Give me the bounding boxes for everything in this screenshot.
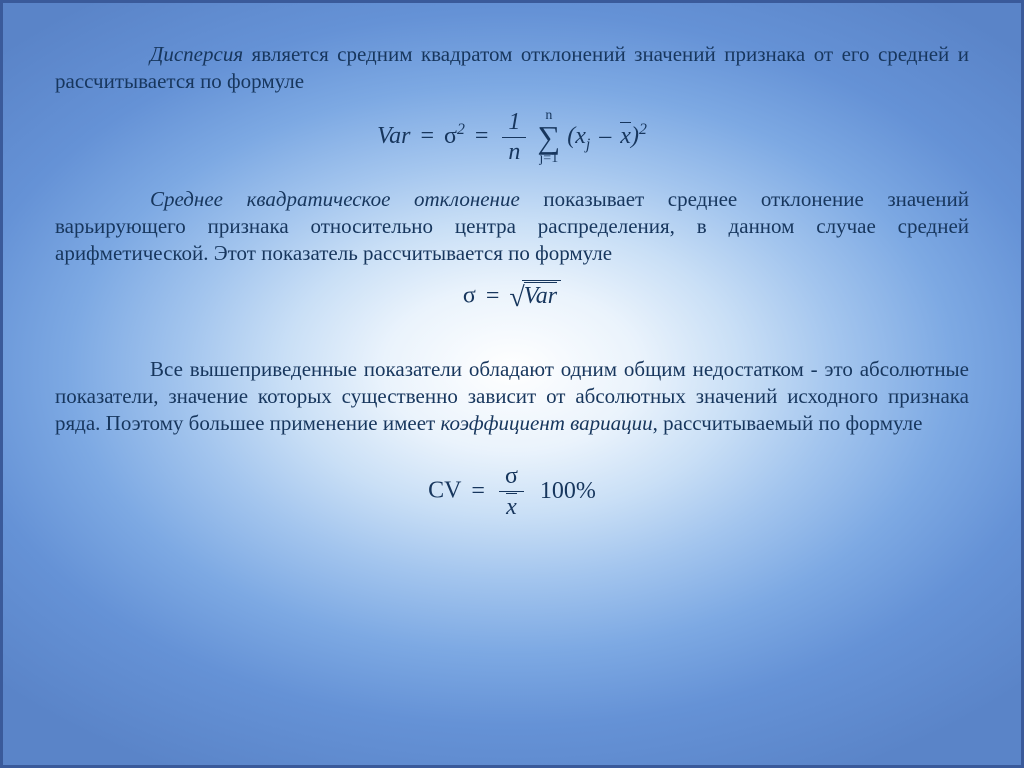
cv-num: σ (499, 463, 524, 491)
var-lhs: Var (377, 123, 410, 149)
paragraph-stddev: Среднее квадратическое отклонение показы… (55, 186, 969, 267)
formula-cv: CV = σ x 100% (55, 463, 969, 521)
sum-bottom: j=1 (537, 152, 560, 166)
sigma-lhs: σ (463, 283, 476, 309)
sigma-power: 2 (457, 121, 465, 138)
sigma: σ (444, 123, 457, 149)
sigma-over-xbar: σ x (499, 463, 524, 521)
text-cv-rest: , рассчитываемый по формуле (653, 411, 923, 435)
sqrt: √Var (509, 280, 561, 314)
paragraph-cv: Все вышеприведенные показатели обладают … (55, 356, 969, 437)
term-cv: коэффициент вариации (440, 411, 652, 435)
sqrt-arg: Var (522, 280, 561, 310)
paragraph-dispersion: Дисперсия является средним квадратом отк… (55, 41, 969, 95)
frac-num: 1 (502, 109, 526, 137)
var-overline: Var (524, 282, 557, 308)
minus: – (599, 123, 611, 149)
frac-den: n (502, 137, 526, 166)
x-bar: x (620, 122, 631, 148)
one-over-n: 1 n (502, 109, 526, 166)
formula-stddev: σ = √Var (55, 280, 969, 314)
cv-den: x (499, 491, 524, 521)
equals-3: = (486, 283, 500, 309)
close-paren: ) (631, 123, 639, 149)
summation: n ∑ j=1 (537, 109, 560, 166)
equals-1: = (420, 123, 434, 149)
equals-4: = (471, 478, 485, 504)
term-dispersion: Дисперсия (150, 42, 243, 66)
cv-tail: 100% (540, 478, 596, 504)
formula-variance: Var = σ2 = 1 n n ∑ j=1 (xj – x)2 (55, 109, 969, 166)
spacer (55, 334, 969, 356)
equals-2: = (475, 123, 489, 149)
cv-den-xbar: x (506, 493, 517, 519)
sum-symbol: ∑ (537, 123, 560, 152)
term-stddev: Среднее квадратическое отклонение (150, 187, 520, 211)
xj-sub: j (586, 136, 590, 153)
cv-lhs: CV (428, 478, 461, 504)
square-power: 2 (639, 121, 647, 138)
xj-x: x (575, 123, 586, 149)
slide: Дисперсия является средним квадратом отк… (0, 0, 1024, 768)
